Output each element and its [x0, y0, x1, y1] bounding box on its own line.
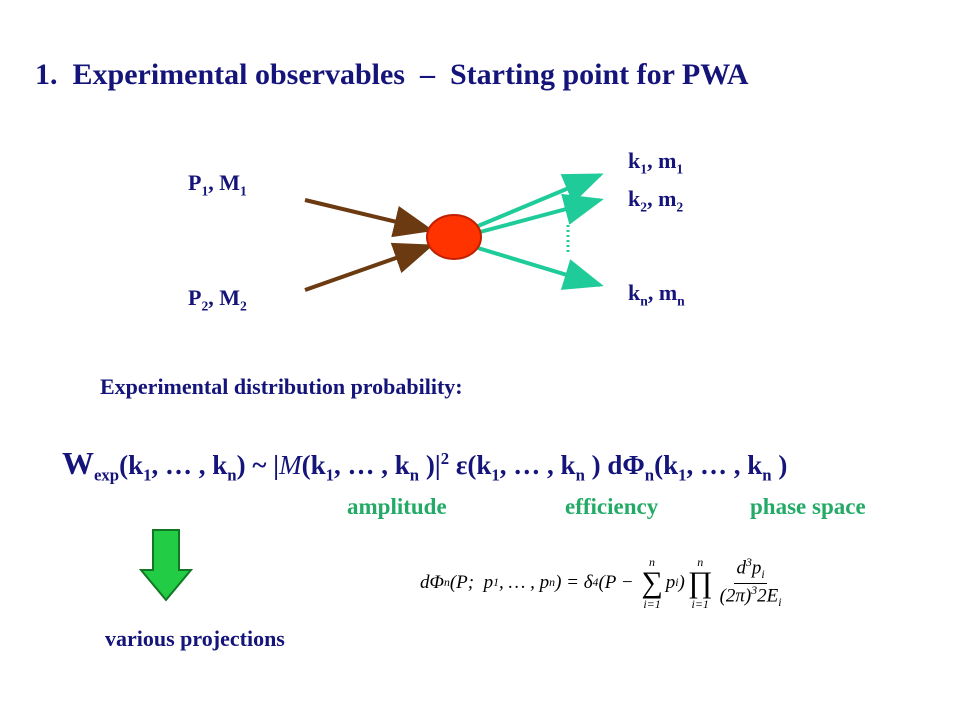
- text-part: (2π): [719, 584, 752, 606]
- text-part: ) = δ: [555, 572, 593, 593]
- text-part: 3: [745, 556, 752, 570]
- text-part: ε(k: [449, 450, 492, 480]
- text-part: 2E: [757, 584, 779, 606]
- text-part: 1: [676, 161, 684, 177]
- text-part: ): [771, 450, 788, 480]
- text-part: d: [736, 557, 746, 579]
- text-part: 2: [640, 199, 648, 215]
- text-part: (P −: [598, 572, 639, 593]
- text-part: i: [675, 576, 679, 589]
- incoming-label: P2, M2: [188, 285, 247, 314]
- text-part: i: [778, 595, 782, 609]
- text-part: n: [575, 465, 585, 485]
- text-part: , M: [208, 285, 241, 310]
- text-part: k: [628, 186, 641, 211]
- text-part: ) dΦ: [584, 450, 645, 480]
- formula-label: phase space: [750, 494, 866, 519]
- text-part: n: [697, 555, 704, 569]
- text-part: (k: [301, 450, 326, 480]
- text-part: n: [227, 465, 237, 485]
- outgoing-arrow: [477, 246, 604, 290]
- text-part: ∑: [641, 566, 663, 599]
- formula-label: amplitude: [347, 494, 447, 519]
- text-part: )|: [419, 450, 441, 480]
- text-part: i=1: [643, 597, 661, 611]
- text-part: , m: [647, 148, 677, 173]
- text-part: dΦ: [420, 572, 444, 593]
- text-part: n: [549, 576, 556, 589]
- text-part: 1: [678, 465, 687, 485]
- text-part: p: [665, 572, 676, 593]
- outgoing-arrow: [477, 173, 604, 228]
- text-part: 2: [676, 199, 684, 215]
- text-part: M: [279, 450, 302, 480]
- text-part: n: [409, 465, 420, 485]
- text-part: 1: [240, 183, 247, 199]
- text-part: , … , k: [499, 450, 576, 480]
- text-part: n: [677, 293, 685, 309]
- text-part: (k: [119, 450, 144, 480]
- text-part: , … , k: [333, 450, 410, 480]
- text-part: , M: [208, 170, 241, 195]
- text-part: 1: [325, 465, 334, 485]
- text-part: , … , k: [686, 450, 763, 480]
- text-part: i=1: [691, 597, 709, 611]
- projections: various projections: [105, 626, 285, 651]
- text-part: P: [188, 285, 202, 310]
- text-part: (k: [654, 450, 679, 480]
- text-part: ∏: [687, 566, 713, 599]
- outgoing-label: k1, m1: [628, 148, 683, 177]
- text-part: k: [628, 148, 641, 173]
- text-part: 2: [240, 298, 247, 314]
- text-part: 1: [640, 161, 648, 177]
- text-part: (P; p: [449, 572, 494, 593]
- text-part: 1: [491, 465, 500, 485]
- text-part: , … , p: [499, 572, 550, 593]
- text-part: p: [751, 557, 762, 579]
- text-part: n: [640, 293, 648, 309]
- text-part: 4: [592, 576, 599, 589]
- incoming-label: P1, M1: [188, 170, 247, 199]
- text-part: n: [649, 555, 656, 569]
- title: 1. Experimental observables – Starting p…: [35, 58, 749, 91]
- vertex: [426, 214, 482, 260]
- down-arrow: [138, 529, 194, 602]
- caption: Experimental distribution probability:: [100, 374, 463, 399]
- outgoing-arrow: [479, 193, 604, 234]
- text-part: , … , k: [151, 450, 228, 480]
- text-part: W: [62, 445, 94, 481]
- text-part: 2: [440, 449, 450, 468]
- text-part: 1: [493, 576, 500, 589]
- incoming-arrow: [304, 242, 434, 292]
- text-part: ): [678, 572, 685, 593]
- outgoing-label: kn, mn: [628, 280, 685, 309]
- text-part: , m: [647, 186, 677, 211]
- text-part: k: [628, 280, 641, 305]
- formula: Wexp(k1, … , kn) ~ |M(k1, … , kn )|2 ε(k…: [62, 445, 787, 485]
- text-part: n: [762, 465, 772, 485]
- text-part: , m: [647, 280, 678, 305]
- text-part: P: [188, 170, 202, 195]
- text-part: 2: [201, 298, 209, 314]
- text-part: ) ~ |: [236, 450, 280, 480]
- outgoing-label: k2, m2: [628, 186, 683, 215]
- text-part: i: [761, 568, 765, 582]
- text-part: 3: [751, 583, 758, 597]
- formula-label: efficiency: [565, 494, 659, 519]
- text-part: n: [644, 465, 655, 485]
- text-part: exp: [94, 465, 120, 485]
- text-part: n: [443, 576, 450, 589]
- text-part: 1: [143, 465, 152, 485]
- text-part: 1: [201, 183, 209, 199]
- incoming-arrow: [304, 198, 434, 238]
